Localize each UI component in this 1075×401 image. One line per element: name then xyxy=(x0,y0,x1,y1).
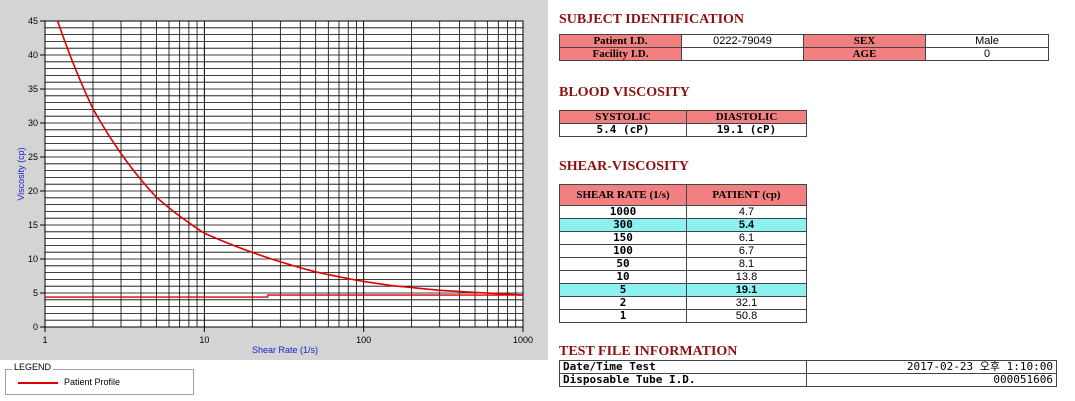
x-tick-label: 1000 xyxy=(513,335,533,345)
shear-rate-cell: 50 xyxy=(559,257,687,271)
x-tick-label: 100 xyxy=(356,335,371,345)
patient-cp-cell: 5.4 xyxy=(686,218,807,232)
series xyxy=(45,21,523,298)
y-tick-label: 25 xyxy=(28,152,38,162)
plot-area xyxy=(45,21,523,327)
axes: 0 5 10 15 20 25 30 35 40 45 1 10 100 1000 xyxy=(28,16,533,345)
blood-header-row: SYSTOLIC DIASTOLIC xyxy=(559,110,807,124)
diastolic-label: DIASTOLIC xyxy=(686,110,807,124)
patient-cp-cell: 8.1 xyxy=(686,257,807,271)
tube-id-row: Disposable Tube I.D. 000051606 xyxy=(559,373,1057,387)
y-tick-label: 5 xyxy=(33,288,38,298)
subject-row-1: Patient I.D. 0222-79049 SEX Male xyxy=(559,34,1049,48)
patient-cp-cell: 6.7 xyxy=(686,244,807,258)
legend-item-label: Patient Profile xyxy=(64,377,121,387)
y-tick-label: 45 xyxy=(28,16,38,26)
systolic-label: SYSTOLIC xyxy=(559,110,687,124)
y-tick-label: 15 xyxy=(28,220,38,230)
age-value: 0 xyxy=(925,47,1049,61)
shear-viscosity-title: SHEAR-VISCOSITY xyxy=(559,159,689,174)
test-file-table: Date/Time Test 2017-02-23 오후 1:10:00 Dis… xyxy=(559,360,1057,387)
blood-value-row: 5.4 (cP) 19.1 (cP) xyxy=(559,123,807,137)
subject-identification-title: SUBJECT IDENTIFICATION xyxy=(559,12,745,27)
y-tick-label: 20 xyxy=(28,186,38,196)
shear-rate-cell: 300 xyxy=(559,218,687,232)
diastolic-value: 19.1 (cP) xyxy=(686,123,807,137)
table-row: 5 19.1 xyxy=(559,283,807,297)
y-tick-label: 0 xyxy=(33,322,38,332)
subject-table: Patient I.D. 0222-79049 SEX Male Facilit… xyxy=(559,34,1049,61)
systolic-value: 5.4 (cP) xyxy=(559,123,687,137)
legend: LEGEND Patient Profile xyxy=(5,362,194,395)
subject-row-2: Facility I.D. AGE 0 xyxy=(559,47,1049,61)
y-tick-label: 10 xyxy=(28,254,38,264)
x-tick-label: 10 xyxy=(199,335,209,345)
table-row: 50 8.1 xyxy=(559,257,807,271)
table-row: 1000 4.7 xyxy=(559,205,807,219)
x-tick-label: 1 xyxy=(42,335,47,345)
shear-rate-header: SHEAR RATE (1/s) xyxy=(559,184,687,206)
shear-rate-cell: 10 xyxy=(559,270,687,284)
tube-id-value: 000051606 xyxy=(806,373,1057,387)
y-tick-label: 40 xyxy=(28,50,38,60)
shear-viscosity-table: SHEAR RATE (1/s) PATIENT (cp) 1000 4.7 300… xyxy=(559,184,807,323)
grid-lines xyxy=(44,20,524,328)
y-axis-label: Viscosity (cp) xyxy=(16,147,26,200)
sex-label: SEX xyxy=(803,34,926,48)
patient-id-label: Patient I.D. xyxy=(559,34,682,48)
patient-cp-header: PATIENT (cp) xyxy=(686,184,807,206)
table-row: 10 13.8 xyxy=(559,270,807,284)
patient-cp-cell: 32.1 xyxy=(686,296,807,310)
blood-viscosity-table: SYSTOLIC DIASTOLIC 5.4 (cP) 19.1 (cP) xyxy=(559,110,807,137)
blood-viscosity-title: BLOOD VISCOSITY xyxy=(559,85,690,100)
shear-header-row: SHEAR RATE (1/s) PATIENT (cp) xyxy=(559,184,807,206)
legend-swatch xyxy=(18,382,58,384)
shear-rate-cell: 5 xyxy=(559,283,687,297)
y-tick-label: 35 xyxy=(28,84,38,94)
shear-rate-cell: 100 xyxy=(559,244,687,258)
table-row: 100 6.7 xyxy=(559,244,807,258)
legend-title: LEGEND xyxy=(12,362,54,372)
plot-border xyxy=(44,20,524,328)
y-tick-label: 30 xyxy=(28,118,38,128)
patient-cp-cell: 6.1 xyxy=(686,231,807,245)
reference-line xyxy=(45,294,523,298)
shear-rate-cell: 150 xyxy=(559,231,687,245)
shear-table-body: 1000 4.7 300 5.4 150 6.1 100 6.7 50 8.1 10 13.8 5 19.… xyxy=(559,205,807,323)
table-row: 150 6.1 xyxy=(559,231,807,245)
test-file-information-title: TEST FILE INFORMATION xyxy=(559,344,738,359)
patient-cp-cell: 50.8 xyxy=(686,309,807,323)
viscosity-chart: 0 5 10 15 20 25 30 35 40 45 1 10 100 1000 Shear Rate … xyxy=(16,16,533,355)
table-row: 1 50.8 xyxy=(559,309,807,323)
patient-id-value: 0222-79049 xyxy=(681,34,804,48)
x-axis-label: Shear Rate (1/s) xyxy=(252,345,318,355)
patient-cp-cell: 13.8 xyxy=(686,270,807,284)
age-label: AGE xyxy=(803,47,926,61)
facility-id-value xyxy=(681,47,804,61)
table-row: 2 32.1 xyxy=(559,296,807,310)
viscosity-chart-panel: 0 5 10 15 20 25 30 35 40 45 1 10 100 1000 Shear Rate … xyxy=(0,0,548,360)
shear-rate-cell: 2 xyxy=(559,296,687,310)
patient-cp-cell: 19.1 xyxy=(686,283,807,297)
date-time-value: 2017-02-23 오후 1:10:00 xyxy=(806,360,1057,374)
date-time-label: Date/Time Test xyxy=(559,360,807,374)
shear-rate-cell: 1000 xyxy=(559,205,687,219)
date-time-row: Date/Time Test 2017-02-23 오후 1:10:00 xyxy=(559,360,1057,374)
table-row: 300 5.4 xyxy=(559,218,807,232)
tube-id-label: Disposable Tube I.D. xyxy=(559,373,807,387)
patient-cp-cell: 4.7 xyxy=(686,205,807,219)
shear-rate-cell: 1 xyxy=(559,309,687,323)
sex-value: Male xyxy=(925,34,1049,48)
facility-id-label: Facility I.D. xyxy=(559,47,682,61)
